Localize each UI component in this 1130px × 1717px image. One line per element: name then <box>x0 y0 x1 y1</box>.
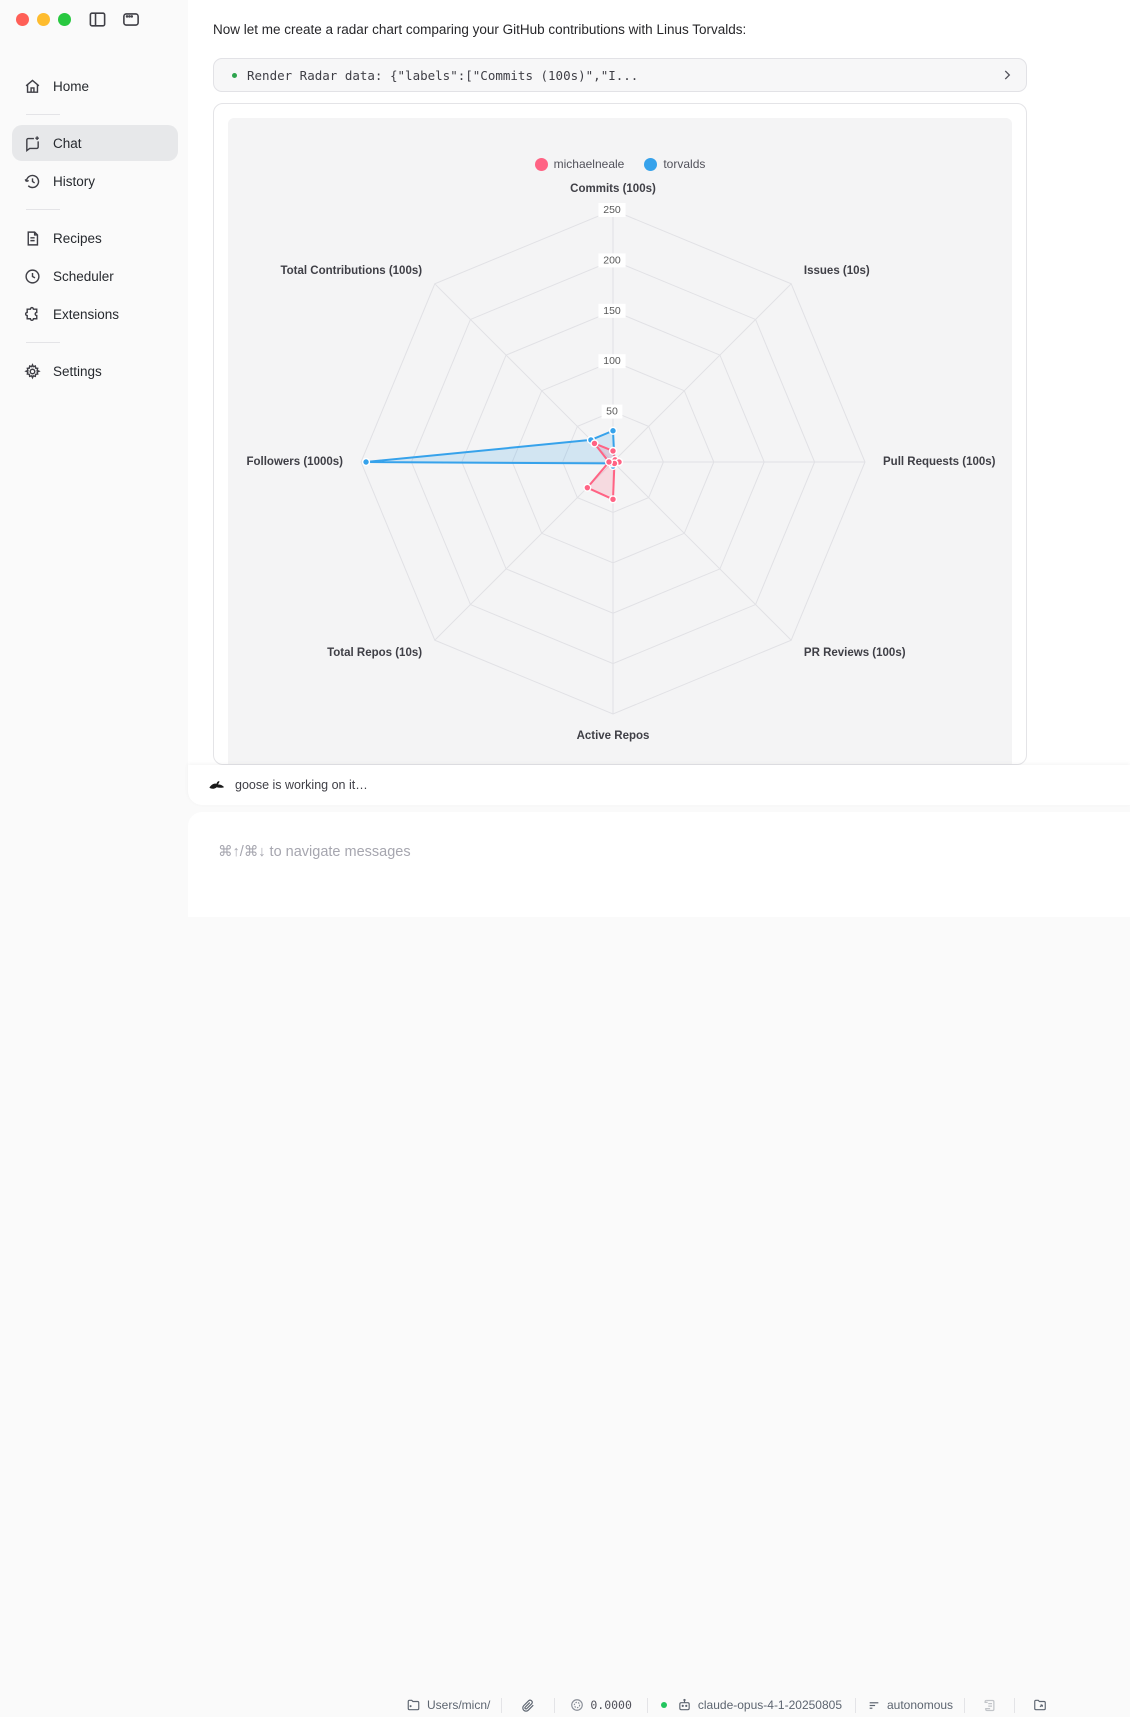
working-status-bar: goose is working on it… <box>188 765 1130 805</box>
recipe-button-disabled <box>976 1698 1003 1713</box>
sidebar-item-label: Settings <box>53 363 102 379</box>
sidebar-nav: Home Chat History Recipes <box>12 66 178 391</box>
goose-icon <box>208 779 225 792</box>
scroll-icon <box>982 1698 997 1713</box>
svg-text:Commits (100s): Commits (100s) <box>570 183 656 195</box>
footer-divider <box>501 1697 503 1713</box>
sidebar-item-scheduler[interactable]: Scheduler <box>12 258 178 294</box>
svg-text:Total Contributions (100s): Total Contributions (100s) <box>280 265 422 277</box>
sidebar-item-label: History <box>53 173 96 189</box>
extensions-icon <box>24 306 41 323</box>
legend-label: torvalds <box>663 157 706 171</box>
cost-value: 0.0000 <box>590 1698 632 1712</box>
minimize-window-button[interactable] <box>37 13 50 26</box>
radar-chart-svg: Commits (100s) Issues (10s) Pull Requests … <box>246 183 996 742</box>
working-directory-label: Users/micn/ <box>427 1698 491 1712</box>
sidebar-divider <box>26 342 60 343</box>
composer-footer: Users/micn/ 0.0000 claude <box>406 1693 1120 1717</box>
sidebar-divider <box>26 209 60 210</box>
sidebar-item-label: Chat <box>53 135 82 151</box>
paperclip-icon <box>521 1698 535 1713</box>
chat-icon <box>24 135 41 152</box>
svg-text:250: 250 <box>603 204 621 216</box>
svg-text:200: 200 <box>603 254 621 266</box>
coin-icon <box>570 1698 584 1712</box>
assistant-message: Now let me create a radar chart comparin… <box>213 22 747 37</box>
svg-text:150: 150 <box>603 305 621 317</box>
working-directory-button[interactable]: Users/micn/ <box>406 1698 490 1712</box>
sidebar-item-label: Recipes <box>53 230 102 246</box>
open-project-button[interactable] <box>1026 1698 1054 1712</box>
svg-text:PR Reviews (100s): PR Reviews (100s) <box>804 647 906 659</box>
working-status-text: goose is working on it… <box>235 778 368 792</box>
sidebar-item-history[interactable]: History <box>12 163 178 199</box>
svg-text:Followers (1000s): Followers (1000s) <box>246 456 343 468</box>
model-selector-button[interactable]: claude-opus-4-1-20250805 <box>659 1698 844 1712</box>
home-icon <box>24 78 41 95</box>
sidebar-item-label: Home <box>53 78 90 94</box>
sidebar-item-chat[interactable]: Chat <box>12 125 178 161</box>
sidebar: Home Chat History Recipes <box>0 0 188 917</box>
svg-text:Total Repos (10s): Total Repos (10s) <box>327 647 422 659</box>
recipes-icon <box>24 230 41 247</box>
legend-dot <box>534 157 548 171</box>
sidebar-item-label: Extensions <box>53 306 120 322</box>
svg-text:Active Repos: Active Repos <box>577 730 650 742</box>
footer-divider <box>1014 1697 1016 1713</box>
session-cost: 0.0000 <box>566 1698 636 1712</box>
model-status-dot <box>660 1702 667 1708</box>
sidebar-divider <box>26 114 60 115</box>
composer-panel: Users/micn/ 0.0000 claude <box>188 812 1130 1713</box>
zoom-window-button[interactable] <box>58 13 71 26</box>
radar-chart-card: michaelneale torvalds Commits (100s) Issu… <box>213 103 1027 765</box>
attach-file-button[interactable] <box>513 1698 543 1713</box>
tool-call-row[interactable]: Render Radar data: {"labels":["Commits (… <box>213 58 1027 92</box>
close-window-button[interactable] <box>16 13 29 26</box>
robot-icon <box>677 1698 692 1712</box>
tool-call-label: Render Radar data: {"labels":["Commits (… <box>247 67 639 83</box>
mode-selector-button[interactable]: autonomous <box>867 1698 953 1712</box>
chart-legend: michaelneale torvalds <box>228 157 1012 171</box>
svg-text:Issues (10s): Issues (10s) <box>804 265 870 277</box>
chat-panel: Now let me create a radar chart comparin… <box>188 0 1130 805</box>
sidebar-item-home[interactable]: Home <box>12 68 178 104</box>
new-window-icon[interactable] <box>121 10 141 29</box>
legend-dot <box>644 157 658 171</box>
model-name-label: claude-opus-4-1-20250805 <box>697 1698 842 1712</box>
scheduler-icon <box>24 268 41 285</box>
svg-text:Pull Requests (100s): Pull Requests (100s) <box>883 456 996 468</box>
legend-label: michaelneale <box>553 157 625 171</box>
settings-icon <box>24 362 41 380</box>
mode-label: autonomous <box>887 1698 954 1712</box>
legend-item-torvalds[interactable]: torvalds <box>644 157 705 171</box>
message-input[interactable] <box>218 838 978 866</box>
sidebar-item-settings[interactable]: Settings <box>12 353 178 389</box>
window-controls <box>16 13 71 26</box>
folder-export-icon <box>1032 1698 1048 1712</box>
sidebar-item-extensions[interactable]: Extensions <box>12 296 178 332</box>
chevron-right-icon[interactable] <box>1000 68 1014 82</box>
footer-divider <box>964 1697 966 1713</box>
tool-status-dot <box>232 72 237 78</box>
svg-text:50: 50 <box>606 406 618 418</box>
sidebar-item-label: Scheduler <box>53 268 114 284</box>
svg-text:100: 100 <box>603 355 621 367</box>
footer-divider <box>554 1697 556 1713</box>
folder-icon <box>406 1698 421 1712</box>
toggle-sidebar-icon[interactable] <box>88 10 107 29</box>
footer-divider <box>646 1697 648 1713</box>
footer-divider <box>855 1697 856 1713</box>
filter-lines-icon <box>867 1699 881 1712</box>
history-icon <box>24 173 41 190</box>
legend-item-michaelneale[interactable]: michaelneale <box>534 157 625 171</box>
sidebar-item-recipes[interactable]: Recipes <box>12 220 178 256</box>
radar-chart-canvas: michaelneale torvalds Commits (100s) Issu… <box>228 118 1012 764</box>
